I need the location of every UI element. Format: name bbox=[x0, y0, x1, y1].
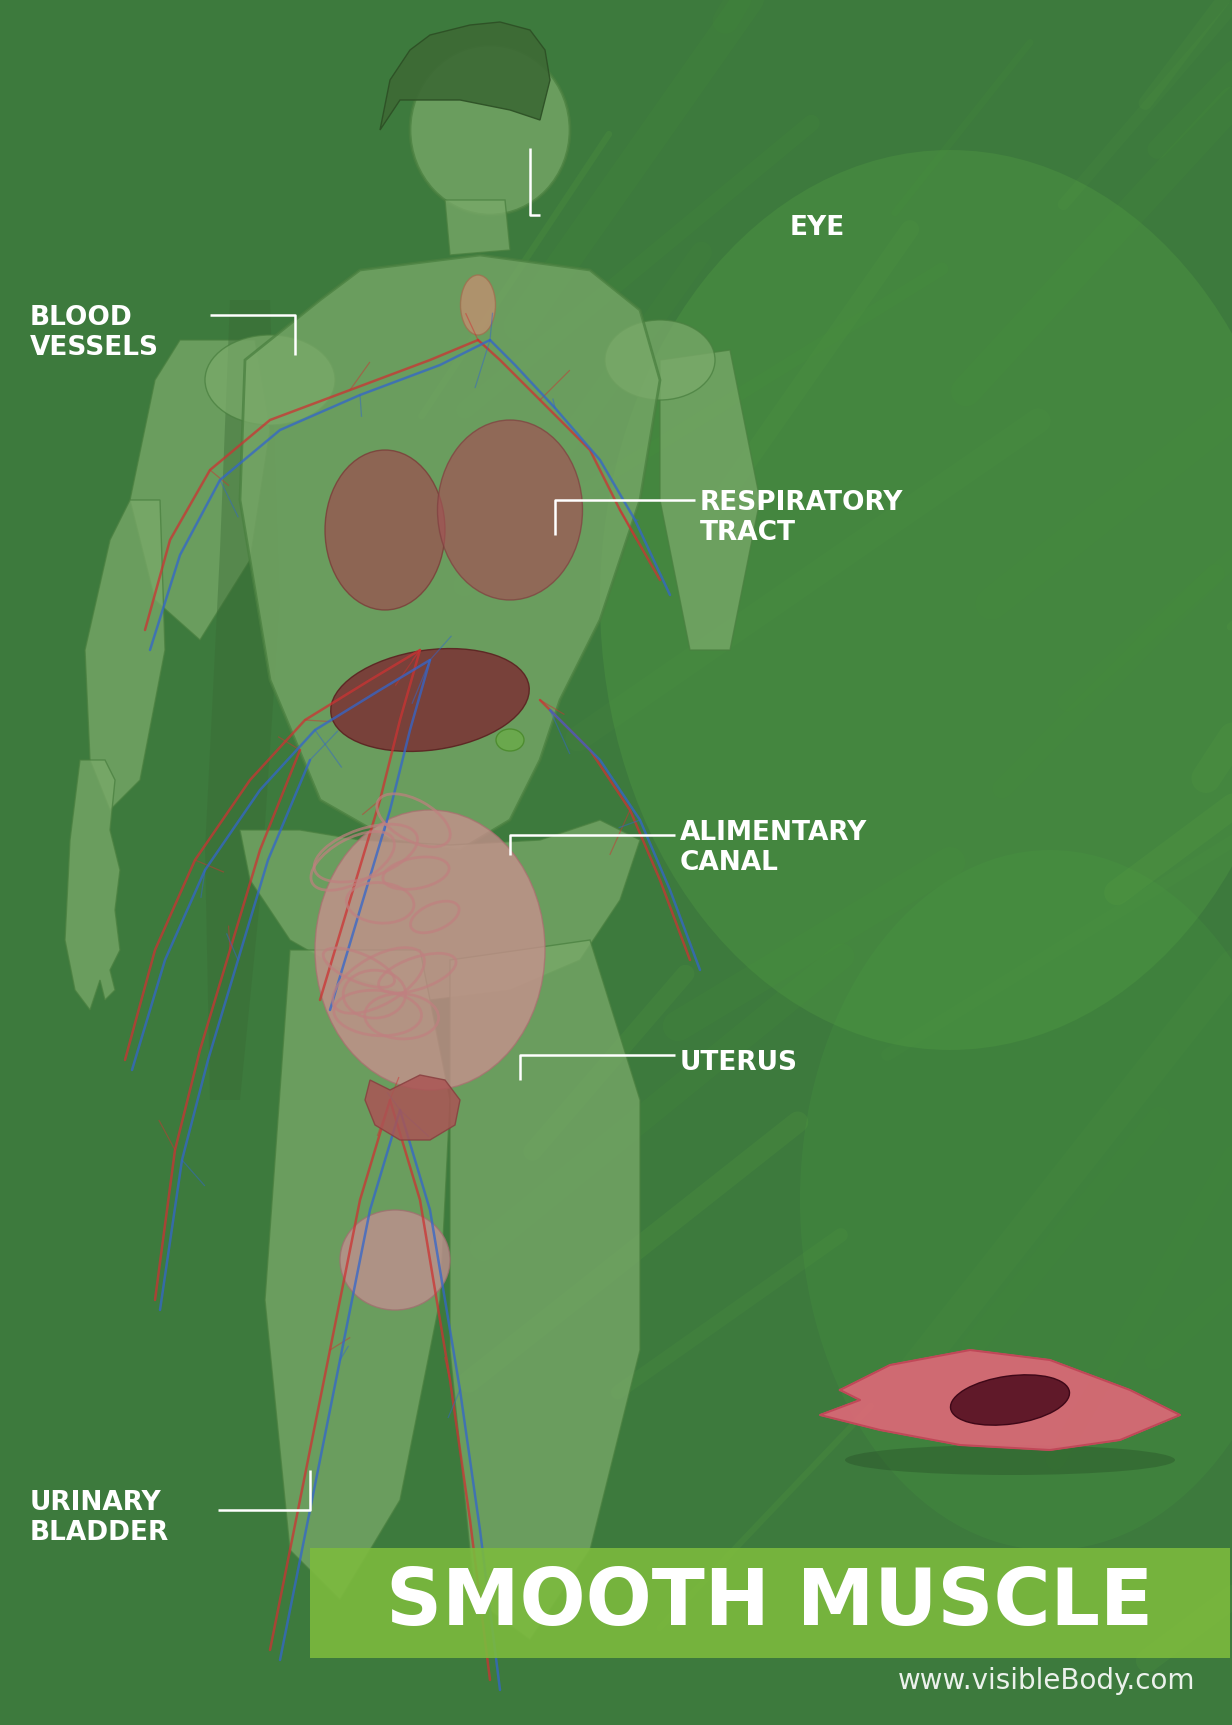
Polygon shape bbox=[240, 255, 660, 850]
Polygon shape bbox=[365, 1075, 460, 1140]
Polygon shape bbox=[265, 950, 450, 1601]
Ellipse shape bbox=[951, 1375, 1069, 1425]
Ellipse shape bbox=[340, 1209, 450, 1309]
Polygon shape bbox=[445, 200, 510, 255]
Polygon shape bbox=[821, 1351, 1180, 1451]
Ellipse shape bbox=[330, 649, 530, 752]
Text: www.visibleBody.com: www.visibleBody.com bbox=[897, 1666, 1195, 1696]
Ellipse shape bbox=[315, 811, 545, 1090]
Polygon shape bbox=[379, 22, 549, 129]
Ellipse shape bbox=[205, 335, 335, 424]
Ellipse shape bbox=[845, 1446, 1175, 1475]
Ellipse shape bbox=[600, 150, 1232, 1051]
Text: UTERUS: UTERUS bbox=[680, 1051, 798, 1076]
Ellipse shape bbox=[410, 45, 570, 216]
Bar bbox=[310, 1547, 1230, 1658]
Polygon shape bbox=[65, 761, 120, 1011]
Polygon shape bbox=[85, 500, 165, 811]
Polygon shape bbox=[450, 940, 639, 1640]
Text: RESPIRATORY
TRACT: RESPIRATORY TRACT bbox=[700, 490, 903, 547]
Text: EYE: EYE bbox=[790, 216, 845, 242]
Text: BLOOD
VESSELS: BLOOD VESSELS bbox=[30, 305, 159, 361]
Text: SMOOTH MUSCLE: SMOOTH MUSCLE bbox=[387, 1565, 1153, 1640]
Ellipse shape bbox=[800, 850, 1232, 1551]
Polygon shape bbox=[131, 340, 270, 640]
Ellipse shape bbox=[325, 450, 445, 611]
Text: ALIMENTARY
CANAL: ALIMENTARY CANAL bbox=[680, 819, 867, 876]
Ellipse shape bbox=[461, 274, 495, 335]
Ellipse shape bbox=[496, 730, 524, 750]
Polygon shape bbox=[660, 350, 760, 650]
Polygon shape bbox=[240, 819, 639, 1000]
Text: URINARY
BLADDER: URINARY BLADDER bbox=[30, 1490, 169, 1546]
Ellipse shape bbox=[437, 419, 583, 600]
Ellipse shape bbox=[605, 321, 715, 400]
Polygon shape bbox=[205, 300, 280, 1101]
